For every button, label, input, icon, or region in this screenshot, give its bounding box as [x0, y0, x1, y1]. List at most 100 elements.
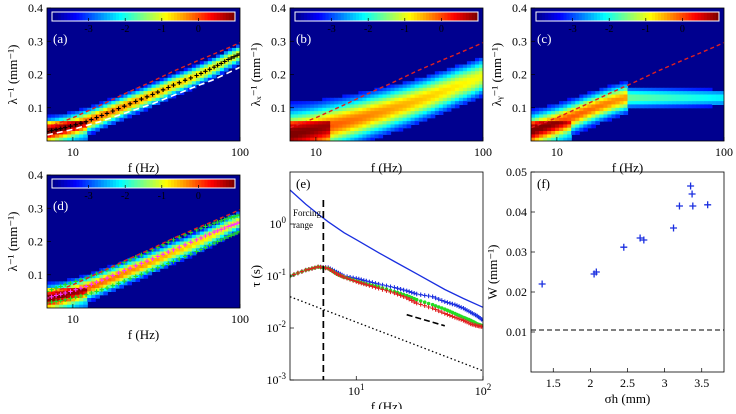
- plot-area: [47, 8, 240, 141]
- heatmap-cell: [306, 111, 311, 115]
- heatmap-cell: [603, 111, 608, 115]
- colorbar-segment: [392, 12, 397, 21]
- heatmap-cell: [458, 71, 464, 76]
- series-model: [290, 41, 483, 129]
- colorbar-segment: [161, 179, 166, 188]
- heatmap-cell: [366, 107, 371, 112]
- heatmap-cell: [342, 137, 347, 141]
- heatmap-cell: [294, 101, 299, 105]
- heatmap-cell: [191, 74, 197, 79]
- heatmap-cell: [555, 114, 560, 119]
- heatmap-cell: [163, 258, 169, 262]
- colorbar-segment: [64, 179, 68, 188]
- heatmap-cell: [438, 111, 444, 115]
- heatmap-cell: [567, 124, 572, 129]
- heatmap-cell: [302, 124, 307, 129]
- heatmap-cell: [571, 107, 576, 112]
- heatmap-cell: [115, 101, 120, 105]
- y-tick-label: 0.1: [271, 101, 286, 115]
- heatmap-cell: [611, 94, 616, 99]
- heatmap-cell: [55, 288, 60, 292]
- heatmap-cell: [430, 101, 436, 105]
- colorbar-segment: [566, 12, 570, 21]
- heatmap-cell: [603, 87, 608, 92]
- heatmap-cell: [342, 101, 347, 105]
- heatmap-cell: [147, 87, 153, 92]
- heatmap-cell: [454, 71, 460, 76]
- heatmap-cell: [322, 121, 327, 125]
- tick-text: 10: [475, 384, 487, 398]
- heatmap-cell: [314, 114, 319, 119]
- colorbar-segment: [322, 12, 326, 21]
- heatmap-cell: [543, 111, 548, 115]
- heatmap-cell: [139, 264, 145, 269]
- heatmap-cell: [151, 87, 157, 92]
- heatmap-cell: [370, 114, 375, 119]
- heatmap-cell: [79, 301, 84, 306]
- heatmap-cell: [374, 124, 379, 129]
- heatmap-cell: [619, 97, 625, 102]
- data-point: [127, 257, 133, 262]
- heatmap-cell: [699, 91, 705, 95]
- data-point: [203, 233, 208, 239]
- heatmap-cell: [679, 104, 685, 109]
- heatmap-cell: [83, 117, 88, 122]
- tick-text: 10: [267, 373, 279, 387]
- heatmap-cell: [71, 288, 76, 292]
- heatmap-cell: [374, 127, 379, 132]
- heatmap-cell: [55, 117, 60, 122]
- heatmap-cell: [603, 94, 608, 99]
- heatmap-cell: [147, 97, 153, 102]
- heatmap-cell: [330, 134, 335, 139]
- heatmap-cell: [479, 94, 483, 99]
- colorbar-segment: [545, 12, 549, 21]
- data-point: [373, 285, 378, 290]
- colorbar-segment: [192, 12, 196, 21]
- colorbar-segment: [664, 12, 668, 21]
- heatmap-cell: [454, 67, 460, 72]
- heatmap-cell: [430, 114, 436, 119]
- heatmap-cell: [67, 298, 72, 302]
- heatmap-cell: [103, 288, 108, 292]
- colorbar-segment: [204, 12, 208, 21]
- heatmap-cell: [119, 101, 124, 105]
- heatmap-cell: [430, 74, 436, 79]
- heatmap-cell: [611, 101, 616, 105]
- heatmap-cell: [563, 117, 568, 122]
- heatmap-cell: [426, 91, 432, 95]
- data-point: [58, 298, 63, 303]
- heatmap-cell: [115, 284, 120, 289]
- heatmap-cell: [290, 101, 295, 105]
- colorbar-segment: [207, 179, 212, 188]
- heatmap-cell: [579, 94, 584, 99]
- heatmap-cell: [159, 244, 165, 249]
- heatmap-cell: [195, 71, 201, 76]
- heatmap-cell: [651, 91, 657, 95]
- heatmap-cell: [302, 111, 307, 115]
- heatmap-cell: [438, 87, 444, 92]
- heatmap-cell: [390, 107, 396, 112]
- heatmap-cell: [386, 127, 392, 132]
- heatmap-cell: [195, 81, 201, 86]
- heatmap-cell: [326, 107, 331, 112]
- heatmap-cell: [95, 124, 100, 129]
- heatmap-cell: [215, 61, 221, 66]
- heatmap-cell: [671, 104, 677, 109]
- heatmap-cell: [358, 101, 363, 105]
- data-point: [83, 292, 89, 297]
- heatmap-cell: [695, 94, 701, 99]
- heatmap-cell: [450, 101, 456, 105]
- colorbar-segment: [438, 12, 442, 21]
- heatmap-cell: [232, 64, 237, 69]
- heatmap-cell: [410, 117, 416, 122]
- heatmap-cell: [711, 101, 717, 105]
- heatmap-cell: [91, 294, 96, 299]
- colorbar-segment: [167, 179, 172, 188]
- heatmap-cell: [639, 87, 645, 92]
- heatmap-cell: [163, 87, 169, 92]
- data-point: [592, 268, 600, 276]
- heatmap-cell: [663, 97, 669, 102]
- heatmap-cell: [159, 81, 165, 86]
